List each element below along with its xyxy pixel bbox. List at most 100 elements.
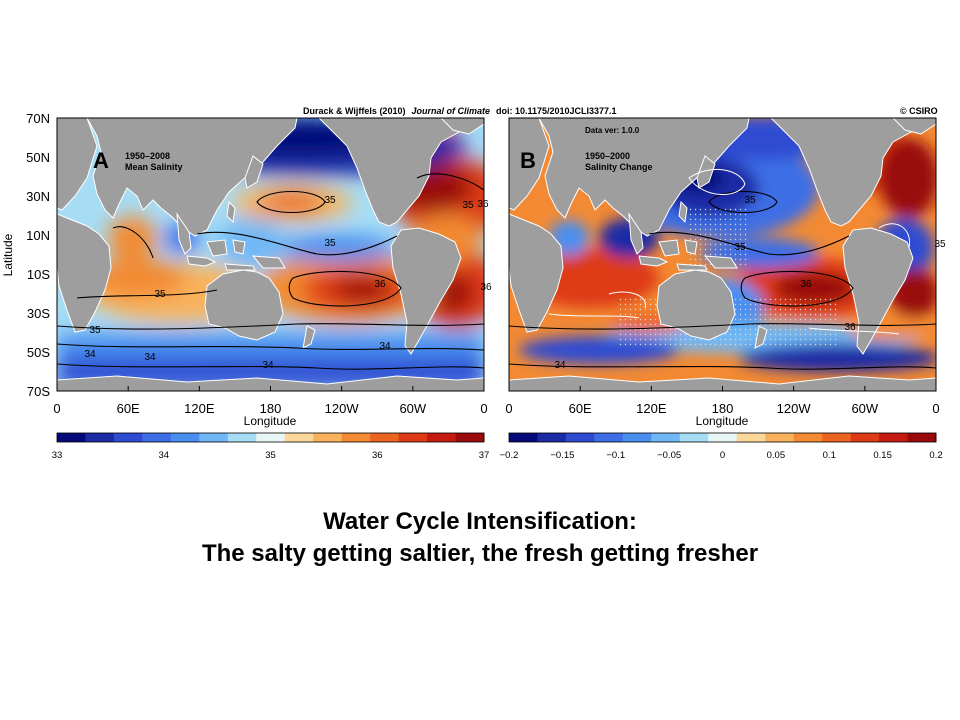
longitude-tick-label: 60W [851,401,878,416]
panel-a-title-period: 1950–2008 [125,151,170,161]
colorbar-swatch [57,433,86,442]
longitude-tick-label: 0 [505,401,512,416]
contour-label: 34 [144,352,156,363]
contour-label: 34 [84,349,96,360]
latitude-tick-label: 10S [27,267,50,282]
longitude-tick-label: 0 [480,401,487,416]
colorbar-tick-label: 36 [372,450,383,461]
latitude-tick-label: 70N [26,111,50,126]
longitude-tick-label: 120W [325,401,360,416]
colorbar-tick-label: 33 [52,450,63,461]
longitude-tick-label: 180 [260,401,282,416]
colorbar-swatch [850,433,880,442]
latitude-tick-label: 30N [26,189,50,204]
colorbar-swatch [227,433,257,442]
caption-title: Water Cycle Intensification: [323,508,637,535]
longitude-tick-label: 60E [569,401,592,416]
contour-label: 36 [374,279,386,290]
colorbar-swatch [509,433,538,442]
colorbar-swatch [765,433,795,442]
colorbar-swatch [736,433,766,442]
colorbar-swatch [793,433,823,442]
contour-label: 35 [154,289,166,300]
colorbar-swatch [142,433,172,442]
longitude-tick-label: 60E [117,401,140,416]
panel-b-salinity-change: 35 36 35 36 35 34 B Data ver: 1.0.0 1950–2000… [500,117,946,461]
colorbar-swatch [537,433,567,442]
colorbar-swatch [594,433,624,442]
contour-label: 35 [734,242,746,253]
latitude-tick-label: 10N [26,228,50,243]
colorbar-tick-label: 0.1 [823,450,836,461]
panel-b-x-axis-label: Longitude [696,414,749,428]
latitude-tick-label: 50N [26,150,50,165]
salinity-figure: Durack & Wijffels (2010) Journal of Clima… [1,106,946,461]
colorbar-swatch [170,433,200,442]
colorbar-swatch [370,433,400,442]
panel-b-data-version: Data ver: 1.0.0 [585,126,640,135]
contour-label: 34 [262,360,274,371]
citation-doi: doi: 10.1175/2010JCLI3377.1 [496,106,617,116]
colorbar-swatch [822,433,852,442]
copyright-label: © CSIRO [900,106,938,116]
colorbar-swatch [455,433,485,442]
latitude-tick-label: 30S [27,306,50,321]
longitude-tick-label: 180 [712,401,734,416]
colorbar-frame [56,432,485,443]
contour-label: 35 [744,195,756,206]
colorbar-tick-label: −0.15 [550,450,574,461]
contour-label: 34 [554,360,566,371]
colorbar-swatch [622,433,652,442]
contour-label: 34 [379,341,391,352]
contour-label: 35 [324,195,336,206]
colorbar-swatch [256,433,286,442]
panel-b-longitude-ticks: 0 60E 120E 180 120W 60W 0 [505,386,940,416]
colorbar-tick-label: 37 [479,450,490,461]
colorbar-frame [508,432,937,443]
colorbar-swatch [879,433,909,442]
colorbar-tick-label: −0.05 [657,450,681,461]
slide-caption: Water Cycle Intensification: The salty g… [0,506,960,570]
colorbar-swatch [708,433,738,442]
colorbar-swatch [565,433,595,442]
colorbar-swatch [427,433,457,442]
colorbar-swatch [284,433,314,442]
colorbar-tick-label: 0.05 [767,450,786,461]
colorbar-swatch [651,433,681,442]
colorbar-swatch [398,433,428,442]
contour-label: 36 [477,199,489,210]
panel-b-letter: B [520,148,536,173]
colorbar-swatch [199,433,229,442]
longitude-tick-label: 0 [932,401,939,416]
colorbar-swatch [85,433,115,442]
citation-journal: Journal of Climate [411,106,490,116]
figure-citation: Durack & Wijffels (2010) Journal of Clima… [303,106,617,116]
colorbar-swatch [341,433,371,442]
colorbar-tick-label: 34 [158,450,169,461]
contour-label: 35 [934,239,946,250]
longitude-tick-label: 0 [53,401,60,416]
latitude-tick-label: 50S [27,345,50,360]
colorbar-tick-label: 0.15 [873,450,892,461]
colorbar-swatch [907,433,937,442]
contour-label: 35 [324,238,336,249]
y-axis-label: Latitude [1,233,15,276]
longitude-tick-label: 120E [184,401,215,416]
citation-authors: Durack & Wijffels (2010) [303,106,405,116]
colorbar-swatch [113,433,143,442]
panel-a-colorbar: 33 34 35 36 37 [52,432,490,461]
latitude-tick-label: 70S [27,384,50,399]
colorbar-tick-label: −0.2 [500,450,519,461]
panel-b-title-name: Salinity Change [585,162,653,172]
panel-a-letter: A [93,148,109,173]
colorbar-swatch [313,433,343,442]
caption-subtitle: The salty getting saltier, the fresh get… [201,540,759,567]
panel-b-title-period: 1950–2000 [585,151,630,161]
contour-label: 36 [800,279,812,290]
colorbar-tick-label: 0.2 [929,450,942,461]
colorbar-tick-label: −0.1 [606,450,625,461]
panel-a-x-axis-label: Longitude [244,414,297,428]
panel-a-longitude-ticks: 0 60E 120E 180 120W 60W 0 [53,386,488,416]
contour-label: 35 [89,325,101,336]
longitude-tick-label: 120W [777,401,812,416]
